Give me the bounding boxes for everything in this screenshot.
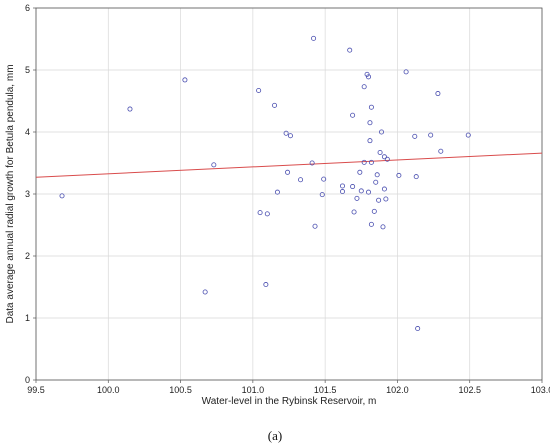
data-point bbox=[412, 133, 418, 139]
x-tick-label: 99.5 bbox=[27, 385, 45, 395]
data-point bbox=[319, 192, 325, 198]
data-point bbox=[309, 160, 315, 166]
y-tick-label: 1 bbox=[25, 313, 30, 323]
data-point bbox=[59, 193, 65, 199]
data-point bbox=[285, 169, 291, 175]
data-point bbox=[465, 132, 471, 138]
data-point bbox=[428, 132, 434, 138]
regression-line bbox=[35, 152, 543, 178]
data-point bbox=[257, 210, 263, 216]
data-point bbox=[361, 84, 367, 90]
data-point bbox=[384, 156, 390, 162]
data-point bbox=[368, 104, 374, 110]
x-tick-label: 101.5 bbox=[314, 385, 337, 395]
data-point bbox=[351, 209, 357, 215]
data-point bbox=[357, 169, 363, 175]
y-tick-label: 3 bbox=[25, 189, 30, 199]
y-tick-label: 0 bbox=[25, 375, 30, 385]
x-tick-labels: 99.5 100.0 100.5 101.0 101.5 102.0 102.5 103.0 bbox=[27, 385, 550, 395]
data-point bbox=[202, 289, 208, 295]
x-tick-label: 102.5 bbox=[458, 385, 481, 395]
data-point bbox=[311, 35, 317, 41]
data-point bbox=[350, 184, 356, 190]
data-point bbox=[256, 87, 262, 93]
data-point bbox=[364, 71, 370, 77]
y-tick-labels: 0 1 2 3 4 5 6 bbox=[25, 3, 30, 385]
data-point bbox=[373, 179, 379, 185]
data-point bbox=[396, 172, 402, 178]
grid-lines bbox=[33, 7, 543, 383]
data-point bbox=[367, 120, 373, 126]
data-point bbox=[438, 148, 444, 154]
trendline-group bbox=[35, 152, 543, 178]
data-point bbox=[413, 174, 419, 180]
x-tick-label: 101.0 bbox=[242, 385, 265, 395]
data-point bbox=[339, 189, 345, 195]
data-point bbox=[366, 189, 372, 195]
data-point bbox=[211, 162, 217, 168]
data-point bbox=[298, 177, 304, 183]
data-point bbox=[358, 188, 364, 194]
data-point bbox=[366, 74, 372, 80]
data-point bbox=[377, 149, 383, 155]
data-point bbox=[367, 138, 373, 144]
x-tick-label: 100.0 bbox=[97, 385, 120, 395]
data-point bbox=[274, 189, 280, 195]
x-tick-label: 103.0 bbox=[531, 385, 550, 395]
data-point bbox=[361, 159, 367, 165]
y-tick-label: 5 bbox=[25, 65, 30, 75]
data-point bbox=[435, 91, 441, 97]
data-point bbox=[182, 77, 188, 83]
data-point bbox=[379, 129, 385, 135]
data-point bbox=[264, 211, 270, 217]
data-point bbox=[347, 47, 353, 53]
data-point bbox=[371, 208, 377, 214]
data-point bbox=[287, 133, 293, 139]
figure-caption: (a) bbox=[268, 428, 282, 443]
data-point bbox=[272, 102, 278, 108]
data-point bbox=[376, 197, 382, 203]
data-point bbox=[374, 172, 380, 178]
data-point bbox=[321, 176, 327, 182]
data-point bbox=[415, 326, 421, 332]
data-point bbox=[383, 196, 389, 202]
data-point bbox=[354, 195, 360, 201]
data-point bbox=[381, 154, 387, 160]
x-tick-label: 100.5 bbox=[169, 385, 192, 395]
data-point bbox=[403, 69, 409, 75]
y-axis-label: Data average annual radial growth for Be… bbox=[5, 64, 16, 323]
data-point bbox=[283, 130, 289, 136]
data-point bbox=[381, 186, 387, 192]
data-point bbox=[350, 112, 356, 118]
y-tick-label: 6 bbox=[25, 3, 30, 13]
data-point bbox=[127, 106, 133, 112]
data-point bbox=[312, 223, 318, 229]
plot-frame bbox=[35, 7, 543, 381]
data-point bbox=[368, 159, 374, 165]
data-point bbox=[263, 282, 269, 288]
data-point bbox=[339, 183, 345, 189]
x-tick-label: 102.0 bbox=[386, 385, 409, 395]
y-tick-label: 4 bbox=[25, 127, 30, 137]
x-axis-label: Water-level in the Rybinsk Reservoir, m bbox=[202, 396, 377, 407]
data-point bbox=[368, 221, 374, 227]
y-tick-label: 2 bbox=[25, 251, 30, 261]
data-point bbox=[380, 224, 386, 230]
data-points bbox=[59, 35, 471, 332]
